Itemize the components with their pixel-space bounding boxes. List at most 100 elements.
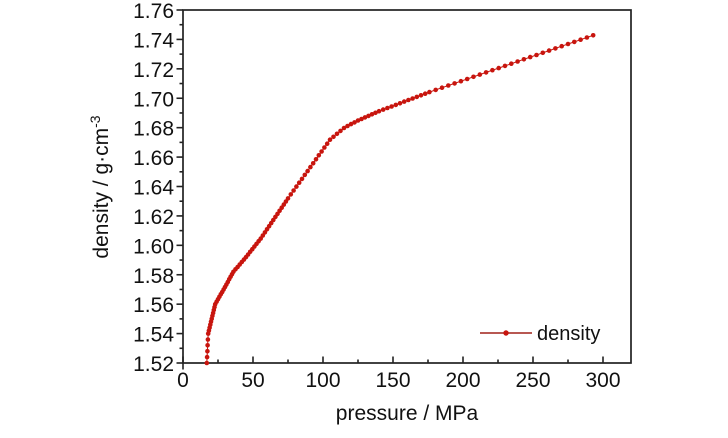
data-point — [376, 108, 382, 114]
x-tick-label: 250 — [515, 369, 550, 392]
y-tick-label: 1.64 — [133, 177, 174, 200]
data-point — [366, 113, 371, 119]
data-point — [578, 37, 583, 42]
data-point — [355, 118, 361, 123]
data-point — [341, 125, 347, 131]
y-tick-label: 1.66 — [133, 147, 174, 170]
data-point — [352, 120, 357, 125]
y-axis-title: density / g·cm-3 — [87, 115, 113, 258]
data-point — [446, 83, 451, 88]
data-point — [418, 93, 424, 98]
data-point — [559, 43, 564, 49]
y-axis-ticks — [176, 9, 183, 364]
data-point — [385, 105, 390, 111]
data-point — [380, 107, 386, 112]
data-point — [310, 161, 316, 166]
data-point — [572, 39, 577, 45]
y-tick-label: 1.68 — [133, 118, 174, 141]
data-point — [496, 65, 502, 71]
y-tick-label: 1.56 — [133, 294, 174, 317]
data-point — [439, 85, 445, 90]
data-point — [584, 35, 590, 40]
data-point — [427, 89, 432, 95]
x-tick-label: 300 — [585, 369, 620, 392]
data-point — [509, 61, 514, 66]
legend: density — [480, 323, 600, 345]
data-point — [362, 115, 368, 120]
data-point — [521, 57, 527, 62]
data-point — [401, 99, 407, 104]
data-point — [553, 46, 558, 51]
data-point — [477, 72, 483, 77]
data-point — [527, 54, 533, 60]
data-point — [296, 180, 302, 185]
data-point — [540, 50, 546, 56]
data-point — [338, 128, 343, 134]
data-point — [565, 41, 571, 47]
data-point — [590, 33, 596, 38]
data-point — [291, 188, 296, 193]
data-point — [205, 337, 211, 342]
data-point — [502, 63, 508, 69]
data-point — [373, 110, 378, 116]
data-point — [205, 348, 210, 354]
x-axis-tick-labels: 0 50 100 150 200 250 300 — [177, 369, 620, 392]
y-tick-label: 1.52 — [133, 353, 174, 376]
y-tick-label: 1.54 — [133, 324, 174, 347]
data-point — [319, 149, 324, 154]
data-point — [316, 153, 322, 158]
y-axis-tick-labels: 1.52 1.54 1.56 1.58 1.60 1.62 1.64 1.66 1.68 1.70… — [133, 0, 174, 376]
data-point — [483, 70, 489, 75]
data-point — [406, 97, 411, 103]
x-axis-ticks — [182, 356, 604, 370]
data-point — [433, 87, 439, 93]
density-series — [204, 33, 596, 366]
x-tick-label: 0 — [177, 369, 189, 392]
data-point — [204, 360, 210, 366]
legend-marker-dot — [503, 330, 509, 336]
data-point — [471, 74, 476, 80]
y-tick-label: 1.76 — [133, 0, 174, 23]
y-tick-label: 1.60 — [133, 235, 174, 258]
x-tick-label: 200 — [445, 369, 480, 392]
data-point — [397, 101, 403, 106]
y-axis-title-base: density / g·cm — [90, 128, 113, 259]
data-point — [322, 145, 327, 150]
data-point — [452, 81, 457, 86]
y-tick-label: 1.70 — [133, 88, 174, 111]
data-point — [288, 192, 294, 197]
legend-label-density: density — [537, 323, 600, 345]
data-point — [369, 112, 375, 117]
data-point — [464, 76, 470, 82]
data-point — [204, 354, 210, 360]
density-curve-line — [206, 34, 594, 364]
data-point — [348, 121, 354, 127]
data-point — [515, 59, 520, 64]
plot-frame — [182, 9, 632, 364]
data-point — [490, 67, 495, 73]
data-point — [345, 123, 350, 129]
y-tick-label: 1.58 — [133, 265, 174, 288]
y-axis-title-superscript: -3 — [87, 115, 103, 128]
x-tick-label: 50 — [241, 369, 264, 392]
y-tick-label: 1.74 — [133, 29, 174, 52]
data-point — [205, 343, 210, 348]
data-point — [458, 78, 464, 84]
data-point — [302, 172, 308, 178]
y-tick-label: 1.72 — [133, 59, 174, 82]
data-point — [285, 196, 291, 201]
data-point — [393, 102, 399, 108]
data-point — [334, 131, 340, 137]
data-point — [546, 48, 552, 53]
y-tick-label: 1.62 — [133, 206, 174, 229]
data-point — [359, 116, 364, 122]
data-point — [308, 164, 313, 170]
data-point — [389, 104, 394, 109]
data-point — [422, 91, 428, 96]
data-point — [294, 184, 299, 189]
data-point — [324, 141, 330, 146]
data-point — [534, 52, 539, 58]
x-axis-title: pressure / MPa — [336, 402, 479, 425]
data-point — [410, 96, 415, 101]
